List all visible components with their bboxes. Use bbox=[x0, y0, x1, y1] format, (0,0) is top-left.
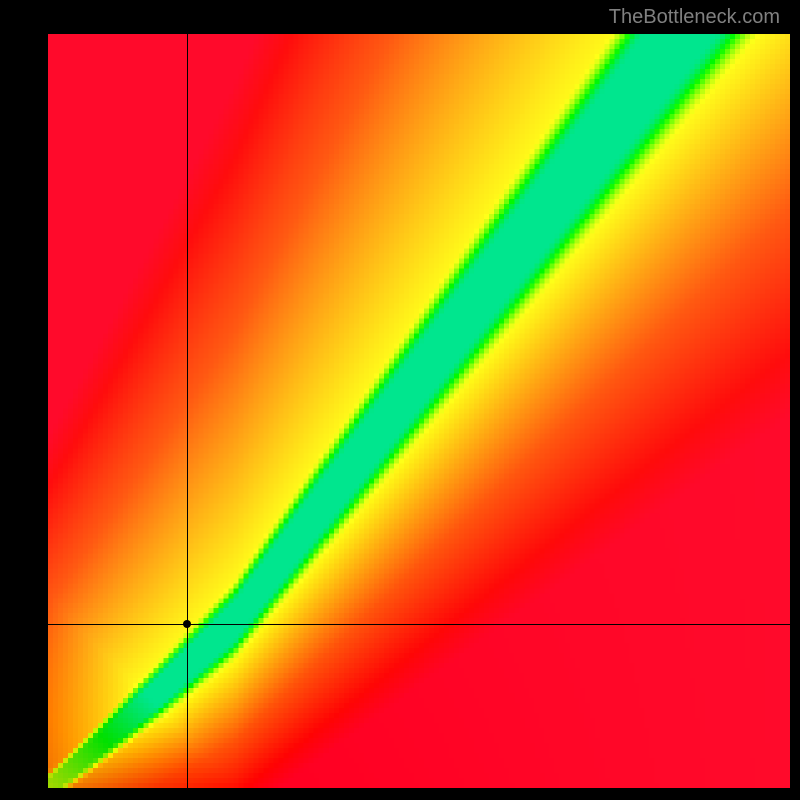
crosshair-horizontal bbox=[48, 624, 790, 625]
crosshair-vertical bbox=[187, 34, 188, 788]
chart-container: TheBottleneck.com bbox=[0, 0, 800, 800]
watermark-text: TheBottleneck.com bbox=[609, 6, 780, 29]
crosshair-dot bbox=[183, 620, 191, 628]
bottleneck-heatmap bbox=[48, 34, 790, 788]
